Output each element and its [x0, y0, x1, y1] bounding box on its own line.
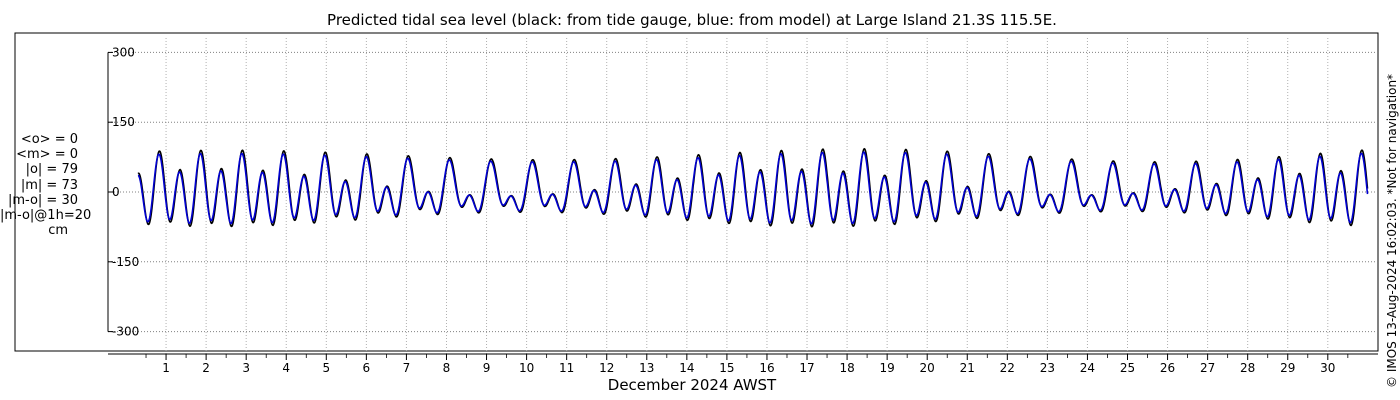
stat-abs-diff: |m-o| = 30 [7, 192, 78, 208]
credit-text: © IMOS 13-Aug-2024 16:02:03. *Not for na… [1385, 73, 1399, 388]
x-tick-label: 5 [322, 361, 330, 375]
x-tick-label: 2 [202, 361, 210, 375]
y-tick-label: 150 [112, 115, 135, 129]
x-axis-label: December 2024 AWST [608, 376, 777, 394]
x-tick-label: 4 [282, 361, 290, 375]
stat-abs-model: |m| = 73 [20, 177, 78, 193]
stats-panel: <o> = 0 <m> = 0 |o| = 79 |m| = 73 |m-o| … [0, 132, 104, 238]
y-tick-label: -150 [112, 255, 139, 269]
x-tick-label: 28 [1240, 361, 1255, 375]
x-tick-label: 8 [443, 361, 451, 375]
x-tick-label: 14 [679, 361, 694, 375]
x-tick-label: 7 [403, 361, 411, 375]
x-tick-label: 27 [1200, 361, 1215, 375]
y-tick-label: 300 [112, 45, 135, 59]
y-tick-labels: 300 150 0 -150 -300 [112, 45, 139, 338]
x-tick-label: 25 [1120, 361, 1135, 375]
x-tick-label: 15 [719, 361, 734, 375]
stat-abs-observed: |o| = 79 [25, 162, 78, 178]
x-tick-label: 13 [639, 361, 654, 375]
x-tick-label: 9 [483, 361, 491, 375]
x-tick-label: 6 [363, 361, 371, 375]
y-tick-label: 0 [112, 185, 120, 199]
y-tick-label: -300 [112, 325, 139, 339]
x-tick-label: 29 [1280, 361, 1295, 375]
axes [107, 51, 1378, 360]
stat-mean-model: <m> = 0 [16, 147, 78, 163]
x-tick-label: 16 [759, 361, 774, 375]
stat-abs-diff-1h: |m-o|@1h=20 [0, 208, 92, 224]
stat-unit: cm [48, 223, 68, 239]
series-line-model [137, 151, 1369, 225]
x-tick-label: 10 [519, 361, 534, 375]
x-tick-label: 11 [559, 361, 574, 375]
x-tick-label: 30 [1320, 361, 1335, 375]
x-tick-labels: 1 2 3 4 5 6 7 8 9 10 11 12 13 14 15 16 17 18 19 20 21 22 23 24 2… [162, 361, 1335, 375]
x-tick-label: 18 [839, 361, 854, 375]
chart-title: Predicted tidal sea level (black: from t… [327, 11, 1057, 29]
x-tick-label: 1 [162, 361, 170, 375]
x-tick-label: 17 [799, 361, 814, 375]
x-tick-label: 22 [1000, 361, 1015, 375]
x-tick-label: 12 [599, 361, 614, 375]
x-tick-label: 19 [879, 361, 894, 375]
series-layer [137, 147, 1369, 228]
x-tick-label: 24 [1080, 361, 1095, 375]
x-tick-label: 3 [242, 361, 250, 375]
stat-mean-observed: <o> = 0 [20, 132, 78, 147]
x-tick-label: 21 [960, 361, 975, 375]
x-tick-label: 20 [920, 361, 935, 375]
x-tick-label: 26 [1160, 361, 1175, 375]
x-tick-label: 23 [1040, 361, 1055, 375]
